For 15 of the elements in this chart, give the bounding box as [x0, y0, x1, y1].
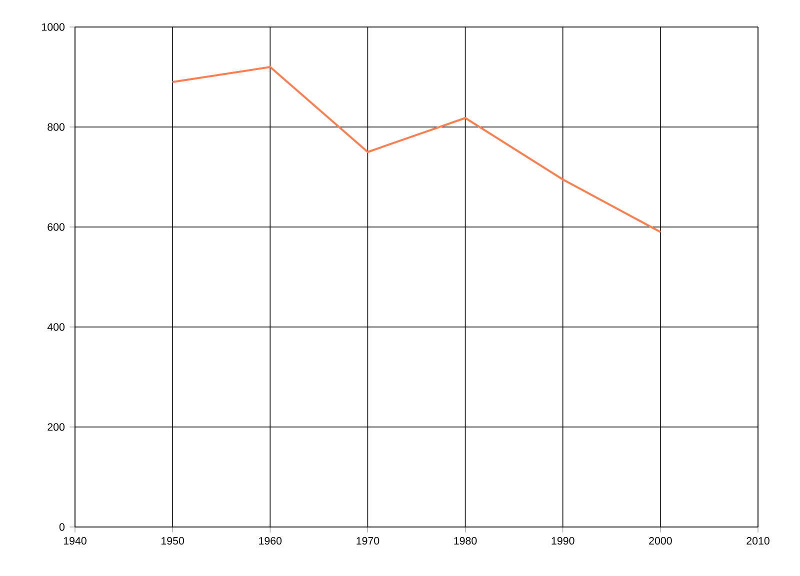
- x-tick-label: 1950: [162, 537, 184, 545]
- y-tick-label: 0: [59, 523, 65, 531]
- line-series: [172, 66, 662, 233]
- x-tick-label: 2010: [746, 537, 770, 545]
- y-tick-label: 600: [48, 223, 65, 231]
- x-tick-label: 1980: [454, 537, 477, 545]
- x-tick-label: 1960: [259, 537, 282, 545]
- y-tick-label: 400: [47, 323, 65, 331]
- y-tick-label: 1000: [42, 23, 65, 31]
- x-tick-label: 2000: [649, 537, 672, 545]
- x-tick-label: 1990: [552, 537, 574, 545]
- y-tick-label: 800: [48, 123, 65, 131]
- x-tick-label: 1970: [356, 537, 380, 545]
- y-tick-label: 200: [48, 423, 65, 431]
- x-tick-label: 1940: [64, 537, 86, 545]
